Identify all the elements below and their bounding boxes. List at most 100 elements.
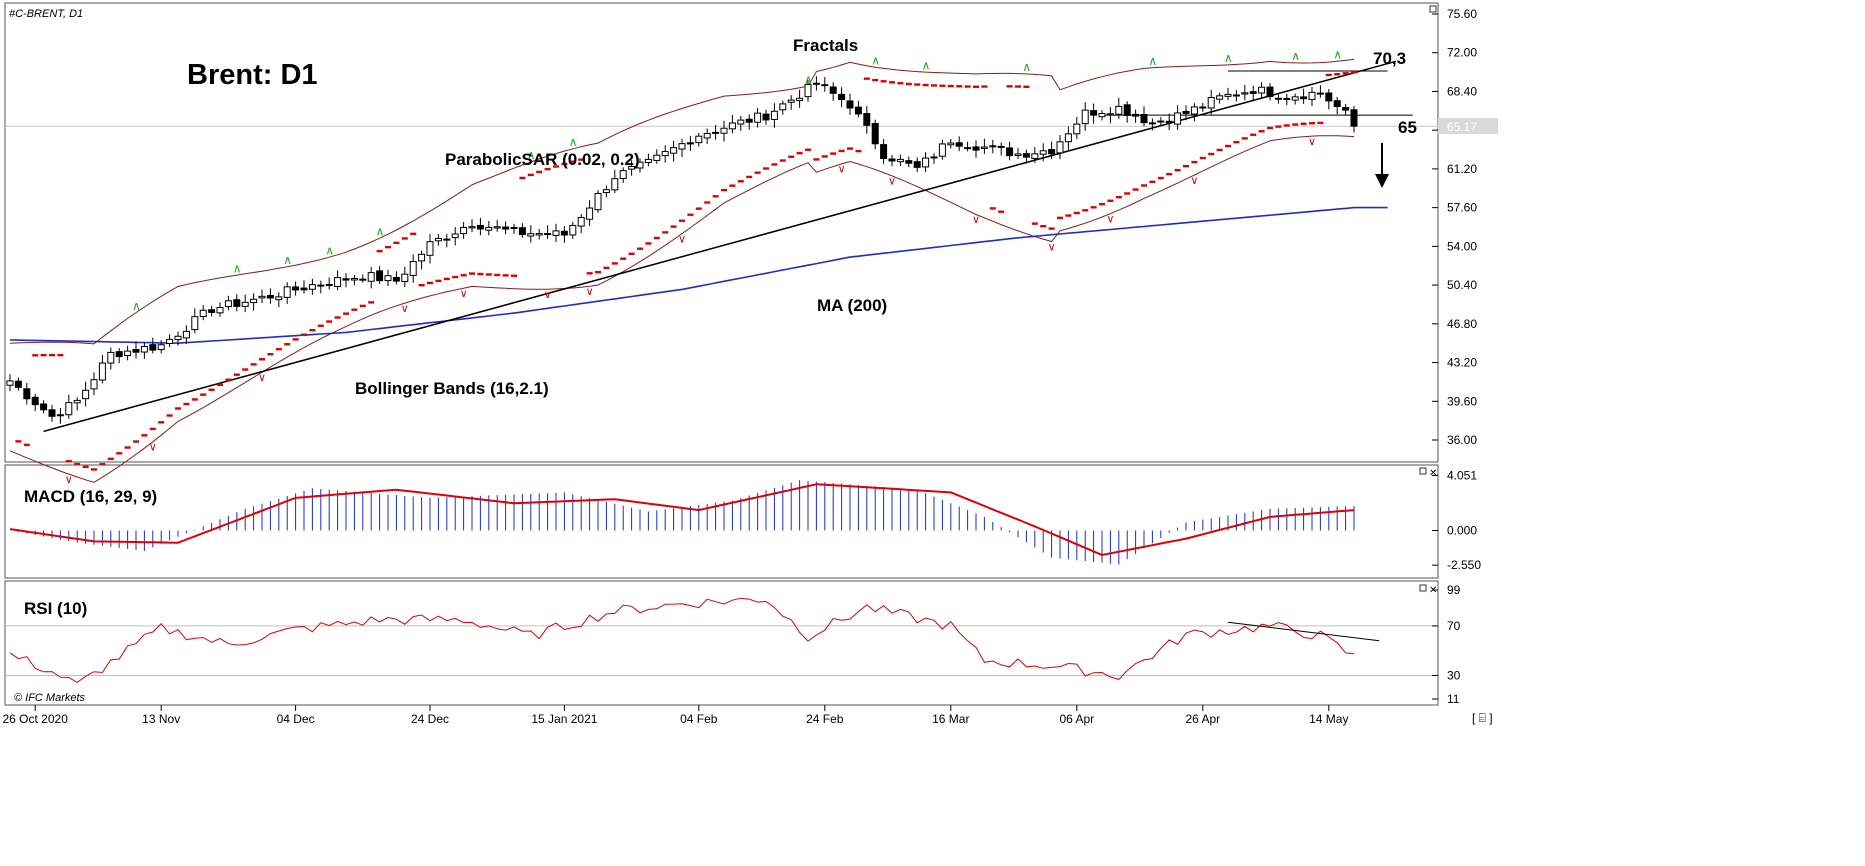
candle-body xyxy=(157,344,165,351)
price-tick-label: 43.20 xyxy=(1447,356,1477,370)
candle-body xyxy=(107,351,115,364)
date-tick-label: 15 Jan 2021 xyxy=(531,712,597,726)
candle-body xyxy=(325,283,333,286)
candle-body xyxy=(1157,120,1165,123)
candle-body xyxy=(745,118,753,123)
price-tick-label: 57.60 xyxy=(1447,201,1477,215)
macd-tick-label: -2.550 xyxy=(1447,558,1481,572)
macd-panel xyxy=(4,464,1439,579)
scroll-button[interactable]: [ ⌸ ] xyxy=(1472,711,1493,725)
current-price-marker xyxy=(1438,118,1498,134)
fractal-up-icon: ∧ xyxy=(233,261,242,275)
fractal-down-icon: ∨ xyxy=(1308,136,1316,148)
candle-body xyxy=(1039,150,1047,155)
candle-body xyxy=(292,286,300,291)
fractals-label: Fractals xyxy=(793,36,858,55)
fractal-up-icon: ∧ xyxy=(1148,54,1157,68)
fractal-down-icon: ∨ xyxy=(1048,241,1056,253)
candle-body xyxy=(880,144,888,159)
candle-body xyxy=(913,161,921,168)
maximize-icon[interactable] xyxy=(1429,5,1437,13)
rsi-indicator xyxy=(5,597,1438,683)
candle-body xyxy=(149,344,157,351)
candle-body xyxy=(854,106,862,115)
candle-body xyxy=(367,272,375,282)
fractal-down-icon: ∨ xyxy=(888,176,896,188)
candle-body xyxy=(930,156,938,159)
candle-body xyxy=(140,346,148,353)
rsi-divergence-line xyxy=(1227,621,1380,642)
date-tick-label: 04 Dec xyxy=(277,712,315,726)
candle-body xyxy=(804,83,812,98)
candle-body xyxy=(964,147,972,150)
price-tick-label: 54.00 xyxy=(1447,239,1477,253)
candle-body xyxy=(250,298,258,304)
current-price-value: 65.17 xyxy=(1447,120,1477,134)
candle-body xyxy=(1216,95,1224,100)
candle-body xyxy=(1031,153,1039,160)
candle-body xyxy=(23,388,31,400)
macd-indicator xyxy=(9,480,1355,565)
candle-body xyxy=(468,226,476,229)
candle-body xyxy=(1182,110,1190,114)
candle-body xyxy=(1090,110,1098,116)
candle-body xyxy=(737,119,745,125)
fractal-down-icon: ∨ xyxy=(1106,213,1114,225)
fractal-up-icon: ∧ xyxy=(1224,51,1233,65)
candle-body xyxy=(182,330,190,339)
bollinger-lower xyxy=(9,135,1355,483)
fractal-up-icon: ∧ xyxy=(325,243,334,257)
candle-body xyxy=(1056,141,1064,154)
rsi-panel-controls: ✕ xyxy=(1419,584,1437,596)
candle-body xyxy=(502,226,510,230)
fractal-down-icon: ∨ xyxy=(838,164,846,176)
date-tick-label: 14 May xyxy=(1309,712,1348,726)
ma200-path xyxy=(9,206,1388,345)
candle-body xyxy=(989,145,997,148)
candle-body xyxy=(787,99,795,103)
candle-body xyxy=(602,189,610,194)
candle-body xyxy=(636,161,644,169)
main-price-panel xyxy=(4,2,1439,463)
candle-body xyxy=(308,284,316,290)
candle-body xyxy=(1132,113,1140,117)
candle-body xyxy=(527,233,535,237)
rsi-maximize-icon[interactable] xyxy=(1419,584,1427,592)
candle-body xyxy=(720,127,728,134)
candle-body xyxy=(712,131,720,134)
candle-body xyxy=(628,166,636,170)
candle-body xyxy=(1274,97,1282,100)
down-arrow-head-icon xyxy=(1375,174,1389,188)
candle-body xyxy=(703,132,711,139)
candle-body xyxy=(342,278,350,281)
parabolic-sar xyxy=(15,70,1357,471)
macd-maximize-icon[interactable] xyxy=(1419,467,1427,475)
candle-body xyxy=(846,100,854,109)
candle-body xyxy=(1174,112,1182,125)
candle-body xyxy=(560,230,568,236)
candle-body xyxy=(1241,92,1249,95)
fractal-up-icon: ∧ xyxy=(804,72,813,86)
fractal-up-icon: ∧ xyxy=(527,148,536,162)
rsi-tick-label: 70 xyxy=(1447,619,1461,633)
candle-body xyxy=(888,158,896,162)
candle-body xyxy=(577,216,585,227)
candle-body xyxy=(426,241,434,256)
candle-body xyxy=(241,301,249,307)
price-tick-label: 75.60 xyxy=(1447,7,1477,21)
candle-body xyxy=(350,277,358,281)
candle-body xyxy=(317,284,325,287)
candle-body xyxy=(90,379,98,390)
candle-body xyxy=(947,142,955,146)
candlesticks xyxy=(6,76,1358,424)
rsi-close-icon[interactable]: ✕ xyxy=(1429,585,1437,596)
candle-body xyxy=(829,86,837,94)
candle-body xyxy=(1014,153,1022,156)
rsi-tick-label: 11 xyxy=(1447,692,1460,706)
fractal-up-icon: ∧ xyxy=(1333,48,1342,62)
chart-title: Brent: D1 xyxy=(187,59,318,91)
macd-close-icon[interactable]: ✕ xyxy=(1429,468,1437,479)
candle-body xyxy=(1300,96,1308,100)
fractal-down-icon: ∨ xyxy=(258,372,266,384)
price-tick-label: 68.40 xyxy=(1447,84,1477,98)
